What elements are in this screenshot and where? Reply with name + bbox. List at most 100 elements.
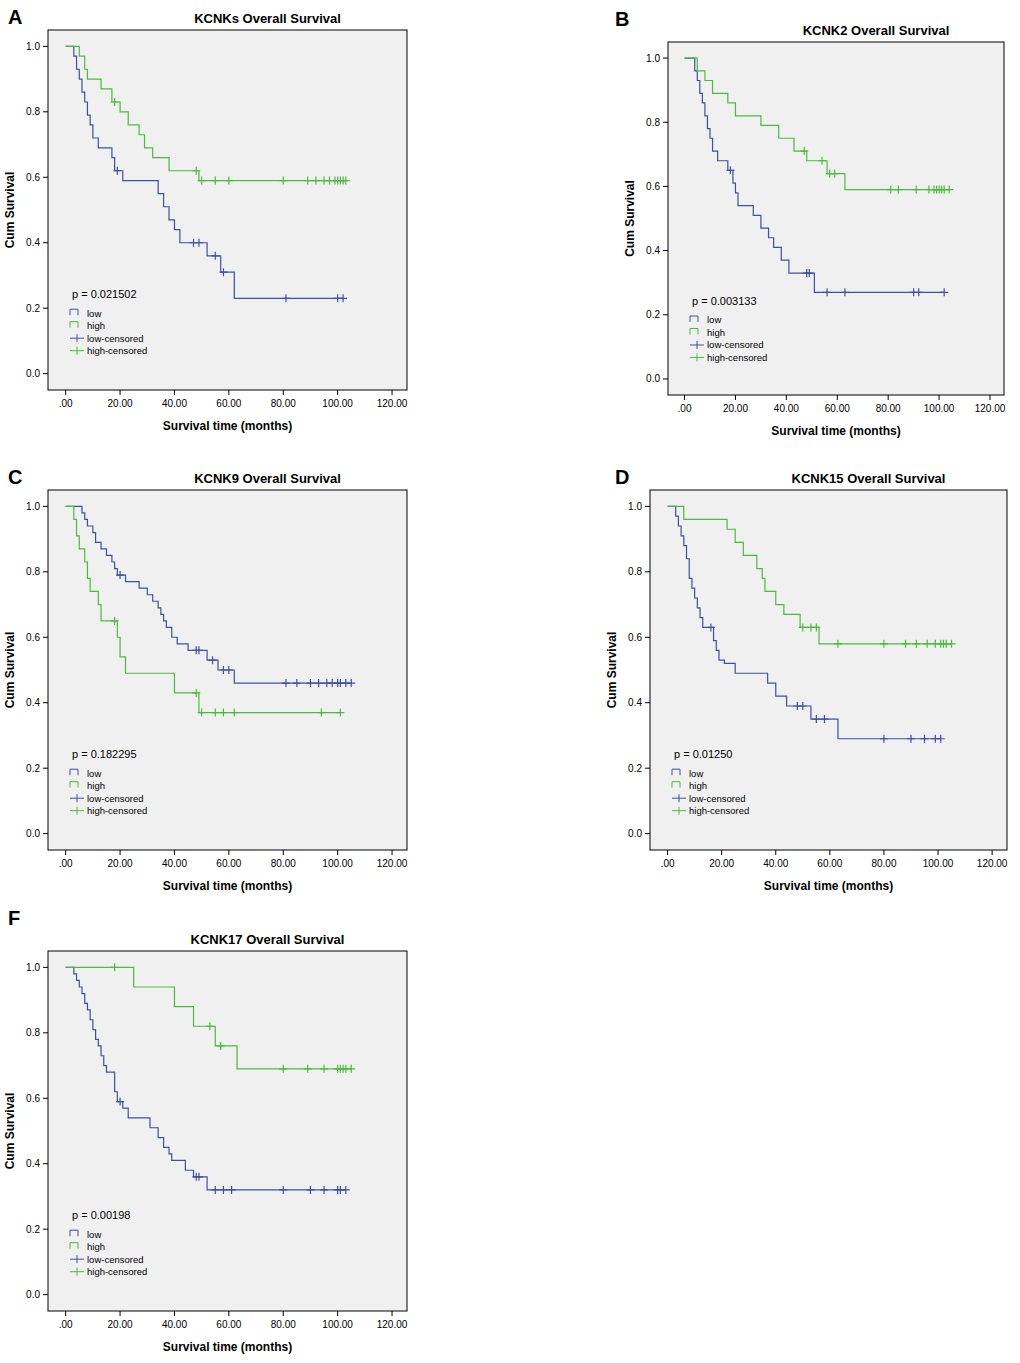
y-tick-label: 1.0: [628, 501, 642, 512]
censor-mark: [293, 679, 301, 687]
survival-curve: [668, 506, 941, 738]
x-tick: [883, 850, 884, 855]
x-tick: [283, 1311, 284, 1316]
x-tick: [228, 1311, 229, 1316]
y-axis-label: Cum Survival: [605, 632, 619, 709]
x-tick-label: 20.00: [108, 398, 133, 409]
y-tick: [645, 637, 650, 638]
y-tick-label: 0.6: [26, 1093, 40, 1104]
legend-label: low: [707, 314, 721, 325]
censor-mark: [217, 1042, 225, 1050]
legend-swatch: [70, 794, 84, 802]
censor-mark: [111, 617, 119, 625]
censor-mark: [195, 1173, 203, 1181]
x-tick: [337, 1311, 338, 1316]
y-tick: [43, 1294, 48, 1295]
y-tick-label: 0.8: [628, 566, 642, 577]
y-tick: [43, 242, 48, 243]
censor-mark: [111, 963, 119, 971]
x-tick-label: 100.00: [322, 1319, 353, 1330]
survival-curve: [66, 506, 352, 683]
x-tick-label: 60.00: [825, 403, 850, 414]
censor-mark: [192, 167, 200, 175]
censor-mark: [279, 1065, 287, 1073]
censor-mark: [841, 288, 849, 296]
plot-frame: [48, 951, 407, 1311]
x-tick: [228, 390, 229, 395]
censor-mark: [279, 1186, 287, 1194]
x-tick: [667, 850, 668, 855]
x-tick: [684, 395, 685, 400]
survival-curve: [685, 58, 950, 190]
y-axis-label: Cum Survival: [3, 632, 17, 709]
chart-title: KCNK17 Overall Survival: [191, 932, 345, 947]
legend-swatch: [672, 807, 686, 815]
x-tick-label: 120.00: [975, 403, 1006, 414]
censor-mark: [921, 735, 929, 743]
legend-swatch: [70, 1268, 84, 1276]
censor-mark: [880, 640, 888, 648]
censor-mark: [282, 294, 290, 302]
y-tick: [663, 122, 668, 123]
y-tick: [43, 571, 48, 572]
legend-label: high-censored: [87, 345, 147, 356]
x-tick-label: 100.00: [322, 858, 353, 869]
y-tick: [663, 250, 668, 251]
data-layer: [66, 46, 350, 302]
data-layer: [66, 963, 356, 1194]
x-tick: [120, 1311, 121, 1316]
y-tick-label: 0.0: [26, 368, 40, 379]
y-tick: [43, 506, 48, 507]
censor-mark: [818, 157, 826, 165]
legend-label: high-censored: [707, 352, 767, 363]
x-tick: [829, 850, 830, 855]
y-tick: [43, 1032, 48, 1033]
panel-label: D: [615, 466, 629, 488]
censor-mark: [805, 269, 813, 277]
legend: lowhighlow-censoredhigh-censored: [70, 768, 147, 817]
legend-swatch: [672, 769, 680, 775]
y-tick-label: 0.2: [646, 309, 660, 320]
x-tick-label: 20.00: [108, 1319, 133, 1330]
chart-title: KCNKs Overall Survival: [194, 11, 341, 26]
legend-swatch: [70, 1230, 78, 1236]
censor-mark: [219, 709, 227, 717]
censor-mark: [304, 177, 312, 185]
y-tick-label: 1.0: [26, 962, 40, 973]
legend-swatch: [690, 341, 704, 349]
x-tick-label: 80.00: [871, 858, 896, 869]
x-tick-label: 40.00: [162, 398, 187, 409]
y-tick: [43, 967, 48, 968]
x-axis-label: Survival time (months): [163, 419, 292, 433]
y-tick-label: 0.6: [26, 632, 40, 643]
chart-title: KCNK9 Overall Survival: [194, 471, 341, 486]
legend-swatch: [672, 794, 686, 802]
censor-mark: [945, 186, 953, 194]
legend-label: high: [87, 1241, 105, 1252]
censor-mark: [306, 1186, 314, 1194]
survival-curve: [668, 506, 952, 643]
plot-frame: [650, 490, 1007, 850]
x-tick-label: 60.00: [216, 1319, 241, 1330]
y-tick: [43, 833, 48, 834]
legend-label: low: [87, 1229, 101, 1240]
censor-mark: [320, 1186, 328, 1194]
x-tick-label: 120.00: [977, 858, 1008, 869]
censor-mark: [339, 294, 347, 302]
censor-mark: [228, 1186, 236, 1194]
legend: lowhighlow-censoredhigh-censored: [70, 1229, 147, 1278]
censor-mark: [198, 177, 206, 185]
censor-mark: [915, 288, 923, 296]
x-tick-label: .00: [59, 858, 73, 869]
x-tick-label: .00: [59, 398, 73, 409]
x-tick: [775, 850, 776, 855]
y-tick: [43, 702, 48, 703]
legend-swatch: [70, 347, 84, 355]
x-tick: [174, 850, 175, 855]
x-tick: [120, 850, 121, 855]
y-tick: [43, 46, 48, 47]
x-tick: [337, 850, 338, 855]
x-tick-label: 40.00: [763, 858, 788, 869]
p-value: p = 0.021502: [72, 288, 137, 300]
panel: CKCNK9 Overall Survival.0020.0040.0060.0…: [3, 466, 408, 893]
